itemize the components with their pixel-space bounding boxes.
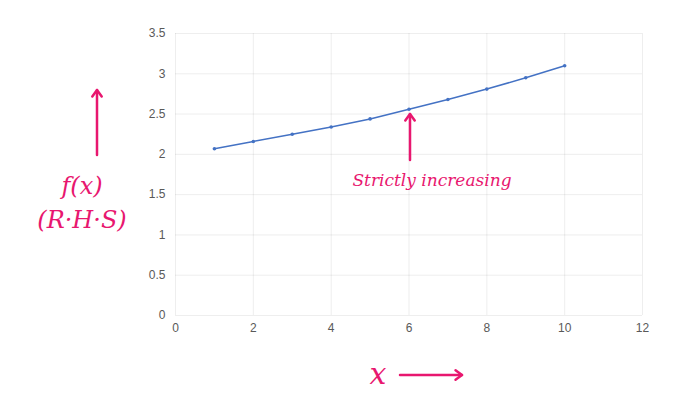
svg-text:6: 6 — [406, 321, 413, 335]
svg-text:3.5: 3.5 — [149, 26, 166, 40]
svg-text:Strictly increasing: Strictly increasing — [352, 170, 511, 190]
svg-text:12: 12 — [636, 321, 650, 335]
svg-text:(R·H·S): (R·H·S) — [37, 206, 126, 234]
svg-text:2: 2 — [159, 147, 166, 161]
svg-text:f(x): f(x) — [59, 172, 102, 200]
svg-text:x: x — [370, 356, 387, 391]
svg-text:2.5: 2.5 — [149, 107, 166, 121]
svg-text:2: 2 — [250, 321, 257, 335]
svg-text:10: 10 — [558, 321, 572, 335]
svg-text:0: 0 — [172, 321, 179, 335]
svg-text:1.5: 1.5 — [149, 187, 166, 201]
svg-text:4: 4 — [328, 321, 335, 335]
svg-text:1: 1 — [159, 228, 166, 242]
svg-text:0.5: 0.5 — [149, 268, 166, 282]
svg-text:3: 3 — [159, 67, 166, 81]
svg-text:8: 8 — [483, 321, 490, 335]
svg-text:0: 0 — [159, 308, 166, 322]
